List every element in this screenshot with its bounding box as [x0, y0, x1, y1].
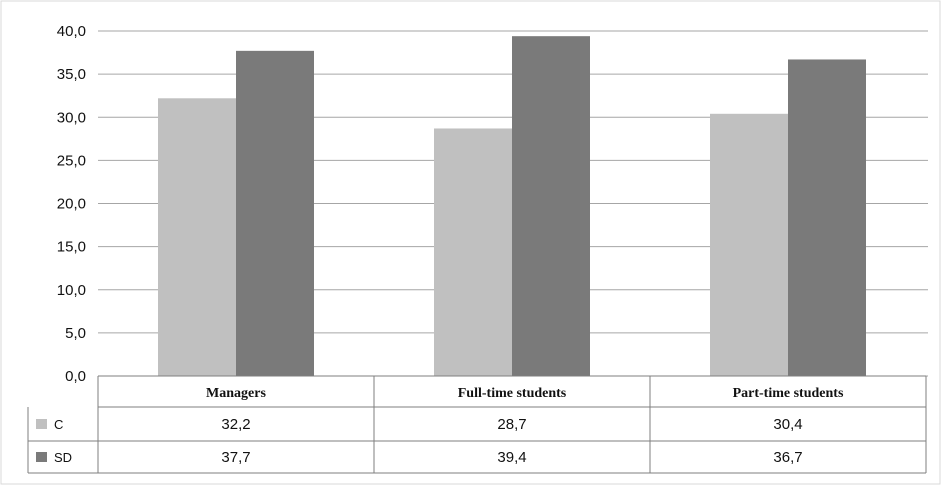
y-tick-label: 25,0 [57, 152, 86, 169]
data-label-sd: 39,4 [497, 449, 526, 466]
category-label: Managers [206, 386, 266, 401]
bar-c-3 [710, 113, 788, 377]
y-tick-label: 5,0 [65, 325, 86, 342]
data-label-c: 28,7 [497, 416, 526, 433]
data-label-sd: 36,7 [773, 449, 802, 466]
data-label-c: 32,2 [221, 416, 250, 433]
y-axis-ticks: 0,0 5,0 10,0 15,0 20,0 25,0 30,0 35,0 40,0 [57, 23, 86, 385]
legend-label-c: C [54, 417, 63, 432]
bar-c-1 [158, 98, 236, 377]
y-tick-label: 0,0 [65, 368, 86, 385]
bar-sd-2 [512, 36, 590, 377]
y-tick-label: 35,0 [57, 66, 86, 83]
bar-c-2 [434, 128, 512, 376]
bars [158, 36, 866, 377]
category-label: Full-time students [458, 386, 567, 401]
bar-sd-1 [236, 50, 314, 377]
legend-label-sd: SD [54, 450, 72, 465]
data-table: Managers Full-time students Part-time stud… [27, 375, 927, 474]
y-tick-label: 40,0 [57, 23, 86, 40]
data-label-c: 30,4 [773, 416, 802, 433]
legend-key-c [36, 419, 47, 429]
bar-sd-3 [788, 59, 866, 377]
y-tick-label: 10,0 [57, 282, 86, 299]
category-label: Part-time students [733, 386, 844, 401]
data-label-sd: 37,7 [221, 449, 250, 466]
y-tick-label: 30,0 [57, 109, 86, 126]
y-tick-label: 15,0 [57, 239, 86, 256]
y-tick-label: 20,0 [57, 196, 86, 213]
legend-key-sd [36, 452, 47, 462]
